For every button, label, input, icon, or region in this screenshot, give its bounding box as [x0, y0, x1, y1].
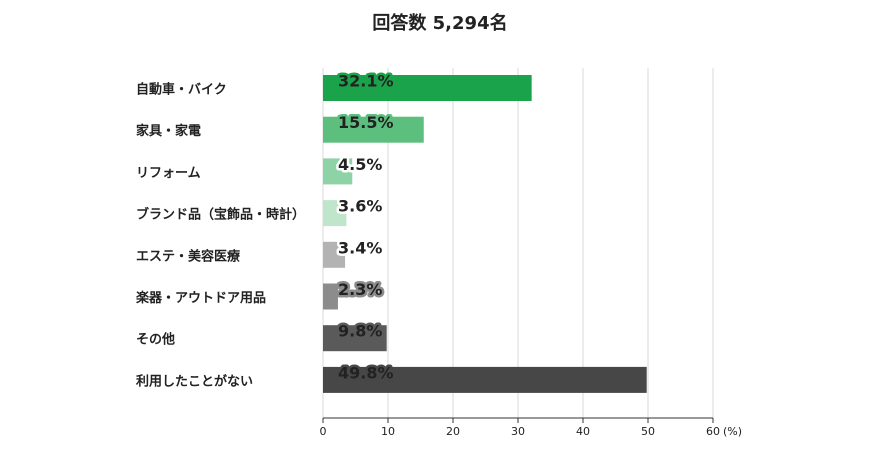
- value-label: 3.4%: [338, 238, 382, 257]
- bar: [323, 241, 346, 268]
- value-label: 49.8%: [338, 363, 394, 382]
- bar: [323, 158, 353, 185]
- y-tick-label: その他: [136, 332, 175, 348]
- y-tick-label: ブランド品（宝飾品・時計）: [136, 207, 305, 223]
- value-label: 4.5%: [338, 155, 382, 174]
- x-tick-label: 30: [511, 425, 525, 438]
- value-label: 3.6%: [338, 197, 382, 216]
- bar: [323, 200, 347, 227]
- bar: [323, 366, 647, 393]
- x-tick-label: 60: [706, 425, 720, 438]
- y-tick-label: エステ・美容医療: [136, 248, 241, 264]
- x-tick-label: 10: [381, 425, 395, 438]
- x-tick-label: 20: [446, 425, 460, 438]
- chart-title: 回答数 5,294名: [372, 12, 507, 34]
- x-tick-label: 0: [320, 425, 327, 438]
- y-tick-label: 家具・家電: [136, 123, 201, 139]
- value-label: 2.3%: [338, 280, 382, 299]
- bar: [323, 116, 424, 143]
- x-tick-label: 40: [576, 425, 590, 438]
- bar: [323, 325, 387, 352]
- x-tick-label: 50: [641, 425, 655, 438]
- y-tick-label: 楽器・アウトドア用品: [135, 290, 266, 306]
- value-label: 32.1%: [338, 72, 394, 91]
- y-tick-label: 自動車・バイク: [136, 82, 227, 98]
- bar: [323, 75, 532, 101]
- bar: [323, 283, 338, 310]
- value-label: 15.5%: [338, 113, 394, 132]
- value-label: 9.8%: [338, 322, 382, 341]
- y-tick-label: リフォーム: [136, 166, 201, 181]
- x-axis-unit: (%): [723, 425, 742, 438]
- y-tick-label: 利用したことがない: [136, 373, 253, 389]
